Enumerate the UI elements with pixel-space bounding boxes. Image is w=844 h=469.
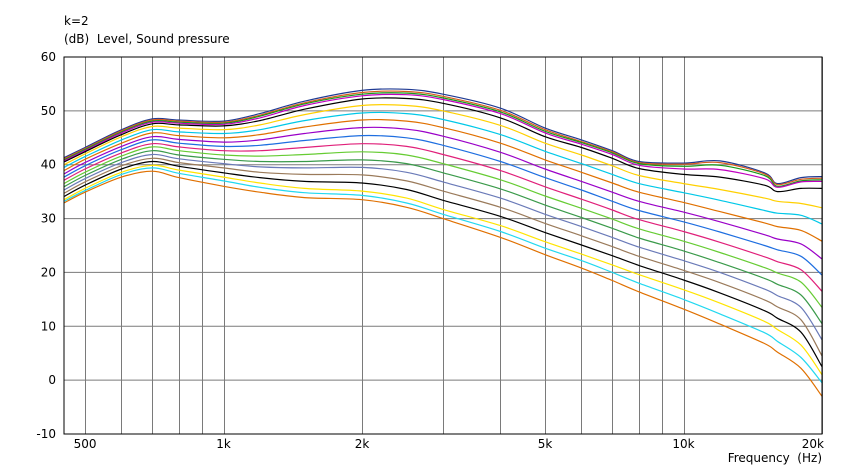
y-axis-label: (dB) Level, Sound pressure bbox=[64, 32, 230, 46]
x-tick-label: 10k bbox=[672, 437, 694, 451]
y-tick-label: -10 bbox=[36, 427, 56, 441]
series-line-16 bbox=[63, 160, 823, 368]
x-tick-label: 500 bbox=[74, 437, 97, 451]
series-line-7 bbox=[63, 111, 823, 225]
x-axis-label: Frequency (Hz) bbox=[727, 451, 822, 465]
series-line-9 bbox=[63, 126, 823, 260]
x-tick-label: 5k bbox=[538, 437, 553, 451]
series-line-10 bbox=[63, 134, 823, 276]
series-line-11 bbox=[63, 142, 823, 292]
y-tick-label: 10 bbox=[41, 319, 56, 333]
series-line-15 bbox=[63, 157, 823, 357]
series-line-19 bbox=[63, 170, 823, 397]
y-tick-label: 20 bbox=[41, 265, 56, 279]
y-tick-label: 30 bbox=[41, 212, 56, 226]
y-tick-label: 0 bbox=[48, 373, 56, 387]
series-line-5 bbox=[63, 97, 823, 193]
series-layer bbox=[63, 88, 823, 397]
series-line-1 bbox=[63, 88, 823, 185]
series-line-4 bbox=[63, 93, 823, 188]
x-tick-label: 2k bbox=[355, 437, 370, 451]
y-tick-label: 60 bbox=[41, 50, 56, 64]
series-line-17 bbox=[63, 164, 823, 376]
series-line-12 bbox=[63, 146, 823, 308]
series-line-18 bbox=[63, 167, 823, 384]
series-line-13 bbox=[63, 150, 823, 324]
y-tick-label: 50 bbox=[41, 104, 56, 118]
series-line-8 bbox=[63, 118, 823, 242]
plot-frame bbox=[63, 56, 823, 435]
series-line-6 bbox=[63, 103, 823, 209]
grid bbox=[64, 56, 823, 435]
y-tick-labels: -10 0 10 20 30 40 50 60 bbox=[36, 50, 56, 441]
x-tick-label: 20k bbox=[802, 437, 824, 451]
series-line-3 bbox=[63, 92, 823, 187]
y-tick-label: 40 bbox=[41, 158, 56, 172]
series-line-2 bbox=[63, 90, 823, 186]
x-tick-labels: 500 1k 2k 5k 10k 20k bbox=[74, 437, 824, 451]
series-line-14 bbox=[63, 153, 823, 341]
k-label: k=2 bbox=[64, 14, 89, 28]
x-tick-label: 1k bbox=[216, 437, 231, 451]
